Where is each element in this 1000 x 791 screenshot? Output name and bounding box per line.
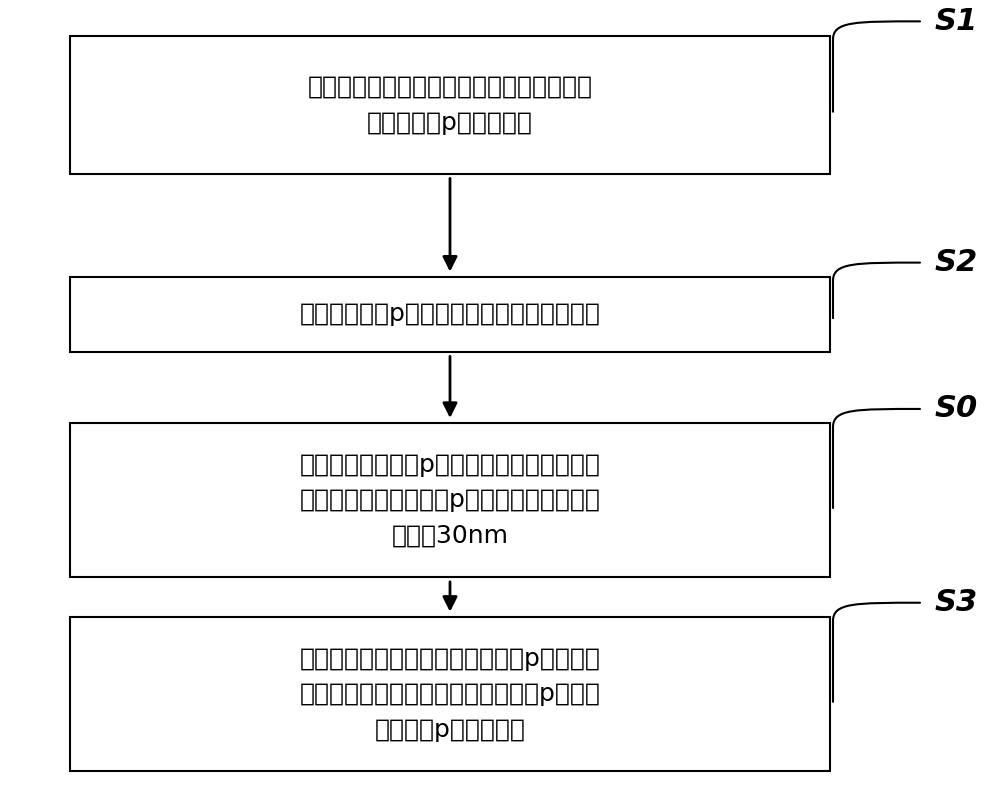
Text: 在势垒层上先沉积第一保护层，再在第一保
护层上沉积p型氮化物层: 在势垒层上先沉积第一保护层，再在第一保 护层上沉积p型氮化物层 — [308, 75, 592, 134]
Text: S0: S0 — [935, 395, 978, 423]
Text: S3: S3 — [935, 589, 978, 617]
Text: 通过高温热脱附对栅极区域以外的p型氮化物
层进行选择性刻蚀，在栅极区域内的p型氮化
物层形成p型氮化物栅: 通过高温热脱附对栅极区域以外的p型氮化物 层进行选择性刻蚀，在栅极区域内的p型氮… — [300, 647, 600, 741]
Text: 在栅极区域的p型氮化物层上设置第二保护层: 在栅极区域的p型氮化物层上设置第二保护层 — [300, 302, 600, 327]
FancyBboxPatch shape — [70, 277, 830, 352]
Text: 对栅极区域以外的p型氮化物层进行刻蚀处理
，直至栅极区域以外的p型氮化物层的残余厚
度小于30nm: 对栅极区域以外的p型氮化物层进行刻蚀处理 ，直至栅极区域以外的p型氮化物层的残余… — [300, 453, 600, 547]
Text: S2: S2 — [935, 248, 978, 277]
Text: S1: S1 — [935, 7, 978, 36]
FancyBboxPatch shape — [70, 36, 830, 174]
FancyBboxPatch shape — [70, 423, 830, 577]
FancyBboxPatch shape — [70, 617, 830, 771]
